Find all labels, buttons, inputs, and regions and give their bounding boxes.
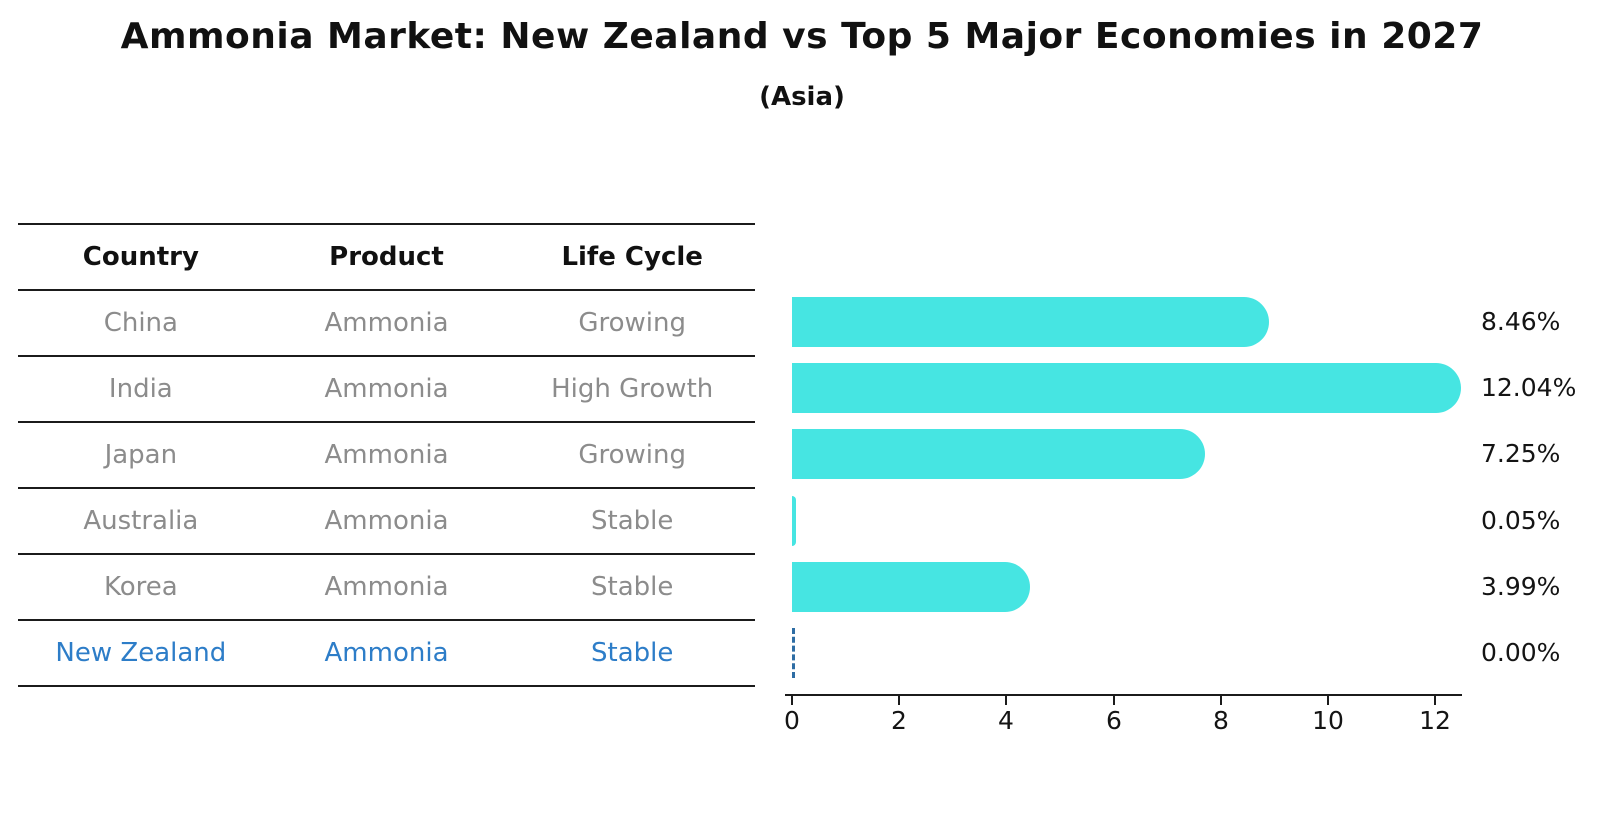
table-cell-product: Ammonia xyxy=(324,572,449,602)
table-cell-country: India xyxy=(108,374,173,404)
bar-japan xyxy=(792,429,1205,479)
table-cell-product: Ammonia xyxy=(324,308,449,338)
x-axis-tick xyxy=(1005,696,1007,705)
table-cell-life-cycle: Stable xyxy=(591,572,674,602)
x-axis-line xyxy=(785,694,1462,696)
table-cell-product: Ammonia xyxy=(324,374,449,404)
bar-slot-australia xyxy=(792,488,1462,554)
table-row: China Ammonia Growing xyxy=(18,291,755,357)
bar-slot-china xyxy=(792,289,1462,355)
table-cell-country: Korea xyxy=(103,572,178,602)
table-row: Australia Ammonia Stable xyxy=(18,489,755,555)
chart-title: Ammonia Market: New Zealand vs Top 5 Maj… xyxy=(120,16,1484,57)
table-row: Korea Ammonia Stable xyxy=(18,555,755,621)
x-axis-tick xyxy=(898,696,900,705)
bar-korea xyxy=(792,562,1030,612)
bar-slot-new-zealand xyxy=(792,620,1462,686)
bar-value-label: 12.04% xyxy=(1481,373,1577,402)
table-header-row: Country Product Life Cycle xyxy=(18,223,755,291)
bar-value-label: 3.99% xyxy=(1481,572,1561,601)
table-header-life-cycle: Life Cycle xyxy=(561,242,703,272)
table-cell-product: Ammonia xyxy=(324,440,449,470)
x-axis-tick xyxy=(1327,696,1329,705)
table-header-country: Country xyxy=(82,242,199,272)
table-header-product: Product xyxy=(329,242,444,272)
table-cell-country: Japan xyxy=(104,440,178,470)
table-cell-country: China xyxy=(103,308,178,338)
bar-australia xyxy=(792,496,796,546)
zero-bar-marker xyxy=(792,628,795,678)
table-cell-life-cycle: High Growth xyxy=(551,374,714,404)
x-axis-tick xyxy=(1434,696,1436,705)
table-row: India Ammonia High Growth xyxy=(18,357,755,423)
bar-slot-india xyxy=(792,355,1462,421)
bar-slot-korea xyxy=(792,554,1462,620)
bar-slot-japan xyxy=(792,421,1462,487)
table-cell-product: Ammonia xyxy=(324,506,449,536)
bar-india xyxy=(792,363,1461,413)
x-axis-tick-label: 4 xyxy=(998,706,1014,735)
x-axis-tick-label: 0 xyxy=(784,706,800,735)
table-row: New Zealand Ammonia Stable xyxy=(18,621,755,687)
x-axis-tick xyxy=(791,696,793,705)
table-cell-country: Australia xyxy=(83,506,199,536)
x-axis-tick-label: 6 xyxy=(1106,706,1122,735)
table-cell-life-cycle: Growing xyxy=(578,440,686,470)
table-cell-country: New Zealand xyxy=(55,638,227,668)
x-axis-tick xyxy=(1220,696,1222,705)
x-axis-tick-label: 10 xyxy=(1312,706,1344,735)
bar-value-label: 8.46% xyxy=(1481,307,1561,336)
x-axis-tick-label: 8 xyxy=(1213,706,1229,735)
x-axis-tick-label: 2 xyxy=(891,706,907,735)
bar-value-label: 0.05% xyxy=(1481,506,1561,535)
x-axis-tick xyxy=(1113,696,1115,705)
table-cell-life-cycle: Stable xyxy=(591,506,674,536)
table-body: China Ammonia Growing India Ammonia High Grow… xyxy=(18,291,755,687)
table-cell-life-cycle: Stable xyxy=(591,638,674,668)
bar-china xyxy=(792,297,1269,347)
chart-subtitle: (Asia) xyxy=(759,82,845,112)
table-cell-product: Ammonia xyxy=(324,638,449,668)
table-cell-life-cycle: Growing xyxy=(578,308,686,338)
table-row: Japan Ammonia Growing xyxy=(18,423,755,489)
bar-value-label: 7.25% xyxy=(1481,439,1561,468)
data-table: Country Product Life Cycle China Ammonia G… xyxy=(18,223,755,687)
bar-value-label: 0.00% xyxy=(1481,638,1561,667)
x-axis-tick-label: 12 xyxy=(1419,706,1451,735)
